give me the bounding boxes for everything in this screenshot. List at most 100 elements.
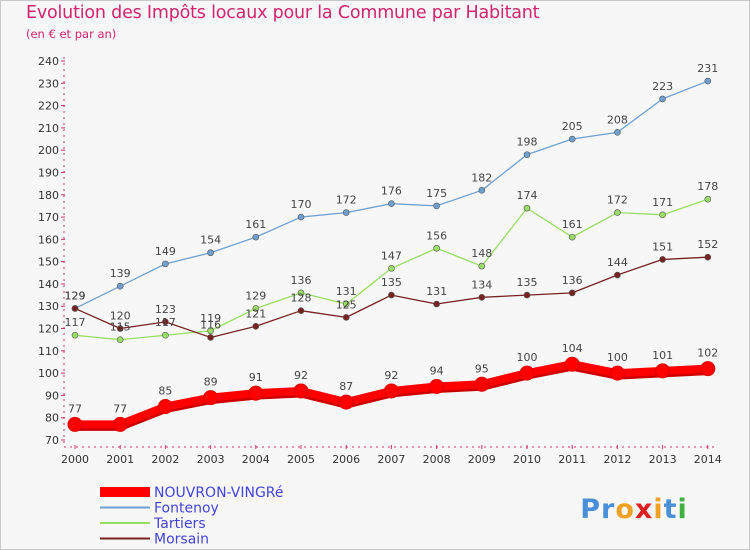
data-label: 148 bbox=[471, 247, 492, 260]
data-label: 161 bbox=[245, 218, 266, 231]
x-tick-label: 2003 bbox=[197, 453, 225, 466]
x-tick-label: 2008 bbox=[423, 453, 451, 466]
data-label: 94 bbox=[430, 364, 444, 377]
data-label: 89 bbox=[204, 376, 218, 389]
data-label: 175 bbox=[426, 187, 447, 200]
data-label: 144 bbox=[607, 256, 628, 269]
y-tick-label: 230 bbox=[38, 77, 59, 90]
data-label: 117 bbox=[65, 316, 86, 329]
data-label: 123 bbox=[155, 303, 176, 316]
data-point bbox=[478, 262, 486, 270]
data-point bbox=[67, 416, 83, 432]
data-label: 154 bbox=[200, 234, 221, 247]
data-label: 95 bbox=[475, 362, 489, 375]
data-label: 176 bbox=[381, 185, 402, 198]
data-label: 208 bbox=[607, 113, 628, 126]
data-label: 129 bbox=[65, 289, 86, 302]
data-point bbox=[614, 129, 621, 136]
data-point bbox=[162, 260, 169, 268]
data-label: 147 bbox=[381, 249, 402, 262]
data-point bbox=[564, 356, 580, 372]
data-point bbox=[433, 244, 440, 252]
data-label: 101 bbox=[652, 349, 673, 362]
data-label: 77 bbox=[68, 402, 82, 415]
data-point bbox=[71, 331, 79, 339]
x-tick-label: 2004 bbox=[242, 453, 270, 466]
y-tick-label: 90 bbox=[45, 389, 59, 402]
x-tick-label: 2001 bbox=[106, 453, 134, 466]
data-point bbox=[116, 325, 124, 332]
y-tick-label: 160 bbox=[38, 233, 59, 246]
y-tick-label: 100 bbox=[38, 367, 59, 380]
data-point bbox=[568, 135, 576, 143]
y-tick-label: 150 bbox=[38, 256, 59, 269]
data-point bbox=[342, 314, 350, 321]
data-label: 205 bbox=[562, 120, 583, 133]
x-tick-label: 2014 bbox=[694, 453, 722, 466]
data-point bbox=[293, 383, 309, 399]
data-label: 117 bbox=[155, 316, 176, 329]
data-label: 135 bbox=[517, 276, 538, 289]
data-label: 102 bbox=[697, 347, 718, 360]
legend-label: NOUVRON-VINGRé bbox=[154, 485, 284, 501]
data-label: 115 bbox=[110, 321, 131, 334]
y-tick-label: 140 bbox=[38, 278, 59, 291]
x-tick-label: 2012 bbox=[603, 453, 631, 466]
data-point bbox=[523, 204, 531, 212]
data-point bbox=[388, 265, 395, 272]
data-label: 92 bbox=[384, 369, 398, 382]
x-tick-label: 2010 bbox=[513, 453, 541, 466]
data-label: 134 bbox=[471, 278, 492, 291]
legend-item: Tartiers bbox=[100, 516, 206, 532]
data-label: 87 bbox=[339, 380, 353, 393]
data-point bbox=[519, 365, 535, 381]
y-tick-label: 120 bbox=[38, 323, 59, 336]
series-nouvron-vingr- bbox=[67, 356, 716, 432]
legend-item: Fontenoy bbox=[100, 501, 219, 517]
data-label: 136 bbox=[291, 274, 312, 287]
y-tick-label: 180 bbox=[38, 189, 59, 202]
data-point bbox=[338, 394, 354, 410]
data-label: 128 bbox=[291, 292, 312, 305]
data-point bbox=[568, 233, 576, 241]
legend-label: Morsain bbox=[154, 532, 209, 548]
data-label: 104 bbox=[562, 342, 583, 355]
data-label: 100 bbox=[607, 351, 628, 364]
data-point bbox=[252, 233, 260, 241]
data-label: 119 bbox=[200, 312, 221, 325]
data-point bbox=[704, 253, 712, 261]
y-tick-label: 220 bbox=[38, 100, 59, 113]
data-label: 161 bbox=[562, 218, 583, 231]
data-point bbox=[388, 291, 395, 299]
data-point bbox=[207, 334, 214, 341]
data-point bbox=[248, 385, 264, 401]
data-point bbox=[433, 300, 440, 308]
data-point bbox=[523, 291, 531, 299]
data-label: 131 bbox=[336, 285, 357, 298]
data-point bbox=[203, 390, 219, 406]
data-point bbox=[704, 77, 712, 85]
data-labels: 129 139 149 154 161 170 172 176 175 182 198 205 208 2… bbox=[65, 62, 719, 415]
y-tick-label: 200 bbox=[38, 144, 59, 157]
data-label: 172 bbox=[336, 194, 357, 207]
series-morsain bbox=[71, 253, 712, 341]
data-point bbox=[116, 282, 124, 290]
data-label: 198 bbox=[517, 136, 538, 149]
data-label: 171 bbox=[652, 196, 673, 209]
series-layer bbox=[67, 77, 716, 432]
data-label: 100 bbox=[517, 351, 538, 364]
data-point bbox=[297, 307, 305, 314]
data-label: 174 bbox=[517, 189, 538, 202]
data-point bbox=[614, 271, 621, 279]
data-point bbox=[112, 416, 128, 432]
chart-title: Evolution des Impôts locaux pour la Comm… bbox=[26, 3, 540, 23]
data-label: 182 bbox=[471, 171, 492, 184]
data-point bbox=[474, 376, 490, 392]
data-point bbox=[388, 200, 395, 207]
y-tick-label: 240 bbox=[38, 55, 59, 68]
x-tick-label: 2002 bbox=[151, 453, 179, 466]
data-point bbox=[659, 95, 666, 103]
data-point bbox=[157, 399, 173, 415]
data-point bbox=[252, 322, 260, 330]
